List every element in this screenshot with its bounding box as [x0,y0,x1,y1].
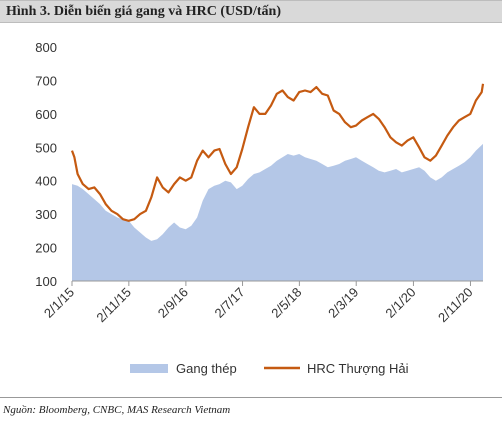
x-tick-label: 2/7/17 [211,285,247,321]
x-tick-label: 2/5/18 [268,285,304,321]
x-tick-label: 2/11/20 [435,285,476,326]
y-tick-label: 300 [35,207,57,222]
y-tick-label: 400 [35,174,57,189]
x-tick-label: 2/3/19 [325,285,361,321]
source-note: Nguồn: Bloomberg, CNBC, MAS Research Vie… [0,397,502,416]
y-tick-label: 500 [35,140,57,155]
series-area-gang-thep [72,143,483,281]
y-axis: 100 200 300 400 500 600 700 800 [35,40,57,289]
x-tick-label: 2/1/20 [382,285,418,321]
legend-label-hrc-thuong-hai: HRC Thượng Hải [307,361,409,376]
figure-title: Hình 3. Diễn biến giá gang và HRC (USD/t… [0,0,502,23]
x-tick-label: 2/11/15 [93,285,134,326]
y-tick-label: 700 [35,73,57,88]
x-tick-label: 2/9/16 [155,285,191,321]
x-tick-label: 2/1/15 [41,285,77,321]
legend-label-gang-thep: Gang thép [176,361,237,376]
legend-swatch-gang-thep [130,364,168,373]
y-tick-label: 600 [35,107,57,122]
plot-area [70,83,485,281]
series-line-hrc-thuong-hai [70,83,485,222]
y-tick-label: 200 [35,241,57,256]
y-tick-label: 800 [35,40,57,55]
x-axis: 2/1/15 2/11/15 2/9/16 2/7/17 2/5/18 2/3/19 2/1… [41,280,483,326]
y-tick-label: 100 [35,274,57,289]
legend: Gang thép HRC Thượng Hải [130,361,409,376]
